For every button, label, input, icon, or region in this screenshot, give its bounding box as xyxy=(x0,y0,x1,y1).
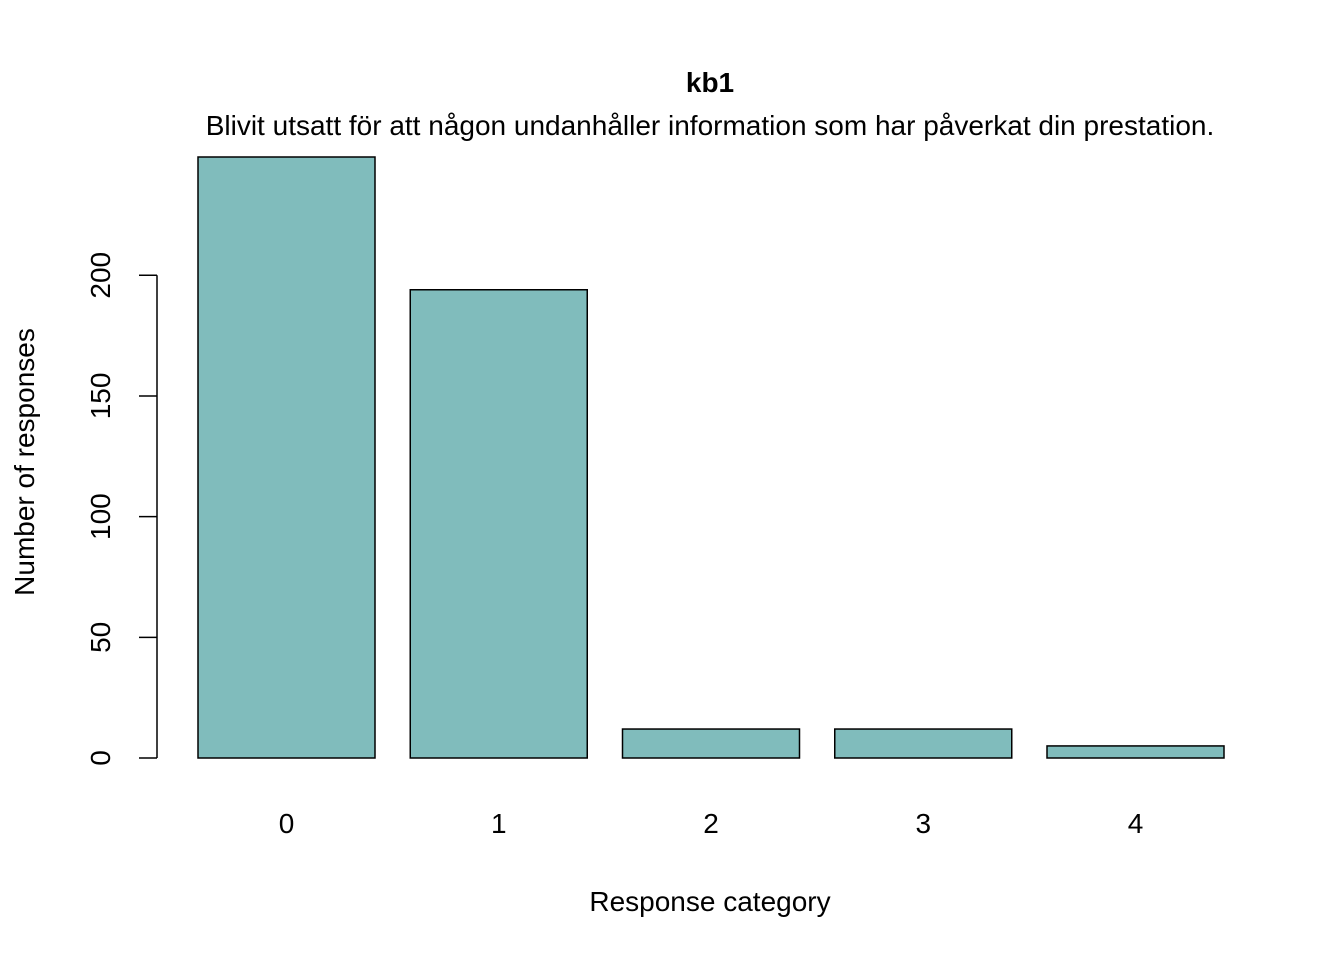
y-tick-label: 100 xyxy=(85,493,116,540)
y-axis-label: Number of responses xyxy=(9,328,40,596)
x-tick-label: 1 xyxy=(491,808,507,839)
bar xyxy=(1046,745,1225,759)
y-tick-label: 0 xyxy=(85,750,116,766)
y-tick-label: 50 xyxy=(85,622,116,653)
y-tick-label: 150 xyxy=(85,373,116,420)
bars xyxy=(197,156,1225,759)
bar xyxy=(834,728,1013,759)
bar xyxy=(197,156,376,759)
chart-subtitle: Blivit utsatt för att någon undanhåller … xyxy=(206,110,1215,141)
x-axis-tick-labels: 0 1 2 3 4 xyxy=(279,808,1144,839)
x-tick-label: 3 xyxy=(915,808,931,839)
bar xyxy=(621,728,801,759)
y-tick-label: 200 xyxy=(85,252,116,299)
x-axis-label: Response category xyxy=(589,886,830,917)
x-tick-label: 2 xyxy=(703,808,719,839)
x-tick-label: 0 xyxy=(279,808,295,839)
chart-title: kb1 xyxy=(686,67,734,98)
x-tick-label: 4 xyxy=(1128,808,1144,839)
y-axis: 0 50 100 150 200 xyxy=(85,252,158,766)
bar xyxy=(409,289,588,759)
